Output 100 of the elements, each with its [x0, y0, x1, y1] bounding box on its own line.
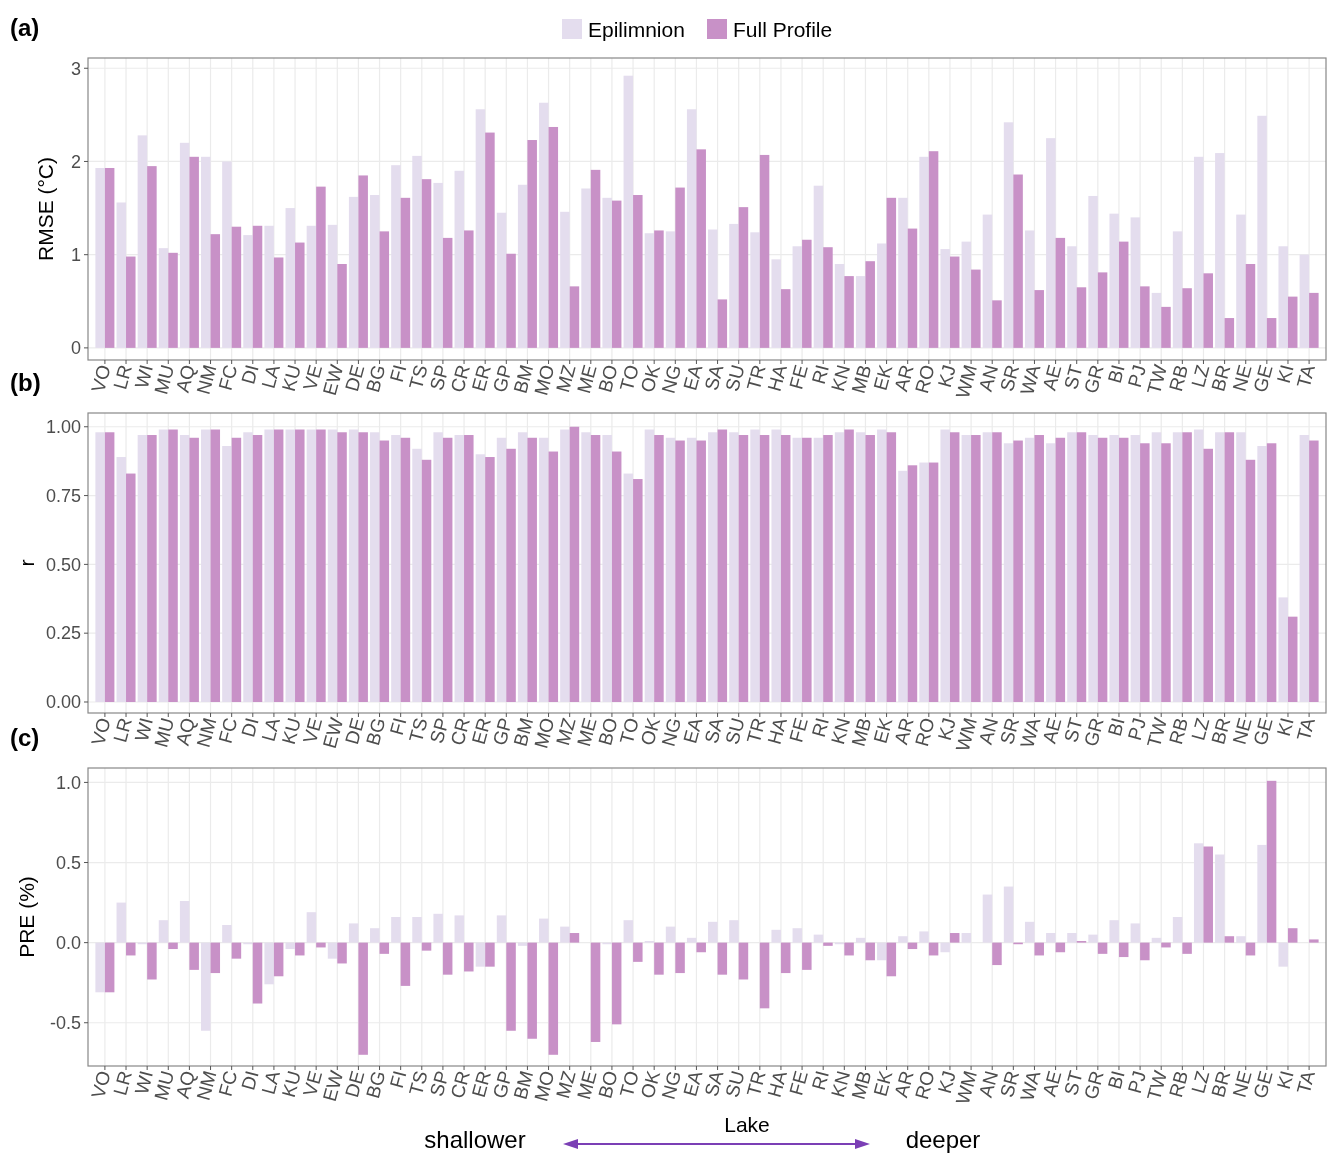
- y-tick-label: 2: [70, 151, 81, 172]
- bar: [759, 435, 770, 702]
- bar: [750, 232, 760, 348]
- bar: [252, 435, 263, 702]
- bar: [1140, 286, 1150, 348]
- bar: [949, 432, 960, 702]
- bar: [708, 432, 718, 702]
- bar: [1203, 846, 1213, 943]
- bar: [1278, 942, 1288, 967]
- bar: [1161, 443, 1171, 702]
- bar: [485, 132, 495, 348]
- bar: [569, 286, 580, 348]
- bar: [95, 167, 105, 348]
- x-tick-label: TS: [405, 362, 432, 392]
- bar: [602, 435, 612, 702]
- bar: [327, 224, 338, 348]
- bar: [1215, 854, 1225, 943]
- bar: [548, 942, 559, 1055]
- bar: [548, 126, 559, 348]
- bar: [982, 214, 993, 348]
- bar: [802, 239, 812, 348]
- bar: [158, 429, 169, 702]
- bar: [1224, 318, 1235, 348]
- bar: [813, 437, 824, 702]
- legend-label: Epilimnion: [588, 18, 685, 42]
- x-tick-label: BI: [1103, 715, 1129, 739]
- bar: [548, 451, 559, 702]
- bar: [1224, 432, 1235, 702]
- y-tick-label: 0.25: [45, 623, 81, 644]
- bar: [454, 170, 465, 348]
- bar: [686, 109, 697, 348]
- bar: [792, 928, 803, 943]
- bar: [1215, 153, 1225, 348]
- bar: [581, 432, 591, 702]
- bar: [834, 432, 845, 702]
- bar: [940, 942, 950, 953]
- bar: [569, 426, 580, 702]
- bar: [802, 942, 812, 970]
- y-axis-title: r: [15, 559, 38, 567]
- bar: [1257, 446, 1267, 702]
- bar: [611, 942, 622, 1025]
- y-tick-label: 0.5: [55, 852, 81, 873]
- bar: [971, 435, 981, 702]
- bar: [961, 933, 972, 943]
- bar: [231, 942, 242, 959]
- bar: [560, 211, 570, 348]
- bar: [1109, 213, 1119, 348]
- bar: [560, 429, 570, 702]
- bar: [126, 942, 136, 956]
- x-tick-label: TS: [405, 1068, 432, 1098]
- bar: [95, 942, 105, 993]
- bar: [454, 915, 465, 943]
- bar: [158, 920, 169, 943]
- bar: [940, 249, 950, 348]
- bar: [759, 154, 770, 348]
- bar: [475, 454, 486, 702]
- y-axis-title: RMSE (°C): [34, 156, 57, 262]
- x-tick-label: DI: [237, 362, 263, 387]
- bar: [1034, 435, 1044, 702]
- chart-title: (b): [10, 369, 41, 396]
- bar: [273, 942, 284, 977]
- bar: [539, 102, 549, 348]
- bar: [633, 195, 643, 348]
- bar: [370, 432, 380, 702]
- bar: [982, 894, 993, 943]
- bar: [1193, 429, 1204, 702]
- bar: [442, 942, 453, 975]
- bar: [855, 432, 866, 702]
- bar: [464, 230, 474, 348]
- bar: [327, 942, 338, 959]
- bar: [729, 920, 739, 943]
- bar: [348, 196, 359, 348]
- bar: [1287, 928, 1298, 943]
- bar: [126, 256, 136, 348]
- bar: [179, 900, 190, 943]
- bar: [506, 253, 516, 348]
- bar: [898, 936, 908, 943]
- bar: [696, 440, 706, 702]
- bar: [1013, 440, 1023, 702]
- bar: [665, 437, 676, 702]
- bar: [1088, 435, 1098, 702]
- bar: [717, 942, 728, 975]
- bar: [886, 197, 897, 348]
- bar: [201, 429, 211, 702]
- bar: [1130, 217, 1141, 348]
- bar: [316, 186, 326, 348]
- bar: [95, 432, 105, 702]
- bar: [104, 167, 115, 348]
- bar: [337, 432, 347, 702]
- bar: [147, 942, 157, 980]
- bar: [337, 942, 347, 964]
- text: shallower: [424, 1126, 526, 1153]
- bar: [517, 184, 528, 348]
- bar: [348, 429, 359, 702]
- bar: [708, 229, 718, 348]
- bar: [539, 918, 549, 943]
- bar: [1245, 459, 1256, 702]
- bar: [1299, 435, 1310, 702]
- bar: [1024, 921, 1035, 943]
- bar: [992, 942, 1002, 966]
